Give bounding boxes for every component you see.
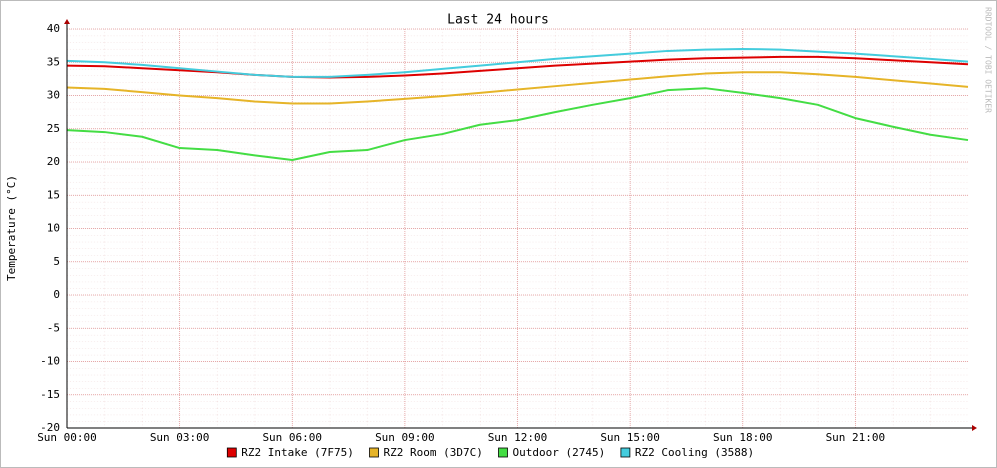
legend-swatch [226, 447, 237, 458]
legend: RZ2 Intake (7F75) RZ2 Room (3D7C) Outdoor … [226, 446, 754, 459]
series-line [66, 47, 969, 78]
legend-label: RZ2 Room (3D7C) [384, 446, 483, 459]
x-tick-label: Sun 06:00 [262, 431, 322, 444]
legend-swatch [498, 447, 508, 458]
line-layer [66, 47, 969, 161]
y-tick-label: 10 [47, 222, 60, 235]
legend-label: RZ2 Intake (7F75) [241, 446, 354, 459]
x-tick-label: Sun 12:00 [488, 431, 548, 444]
x-tick-label: Sun 18:00 [713, 431, 773, 444]
y-tick-label: 15 [47, 188, 60, 201]
legend-label: Outdoor (2745) [513, 446, 606, 459]
series-line [66, 71, 969, 105]
legend-label: RZ2 Cooling (3588) [635, 446, 754, 459]
y-tick-label: -5 [47, 321, 60, 334]
y-tick-label: 40 [47, 22, 60, 35]
chart-title: Last 24 hours [447, 13, 549, 28]
x-tick-label: Sun 21:00 [826, 431, 886, 444]
y-tick-label: -20 [40, 421, 60, 434]
x-tick-label: Sun 00:00 [37, 431, 97, 444]
y-tick-label: 25 [47, 122, 60, 135]
legend-swatch [369, 447, 379, 458]
y-tick-label: 5 [53, 255, 60, 268]
watermark: RRDTOOL / TOBI OETIKER [984, 7, 993, 113]
legend-swatch [620, 447, 631, 458]
y-arrow [64, 19, 70, 24]
x-tick-label: Sun 03:00 [150, 431, 210, 444]
x-tick-label: Sun 09:00 [375, 431, 435, 444]
y-tick-label: -15 [40, 388, 60, 401]
x-arrow [972, 425, 977, 431]
y-tick-label: 30 [47, 89, 60, 102]
grid-layer [66, 28, 968, 429]
y-tick-label: 0 [53, 288, 60, 301]
y-tick-label: -10 [40, 355, 60, 368]
y-tick-label: 20 [47, 155, 60, 168]
series-line [66, 87, 969, 161]
y-axis-label: Temperature (°C) [5, 175, 18, 281]
y-tick-label: 35 [47, 55, 60, 68]
x-tick-label: Sun 15:00 [600, 431, 660, 444]
